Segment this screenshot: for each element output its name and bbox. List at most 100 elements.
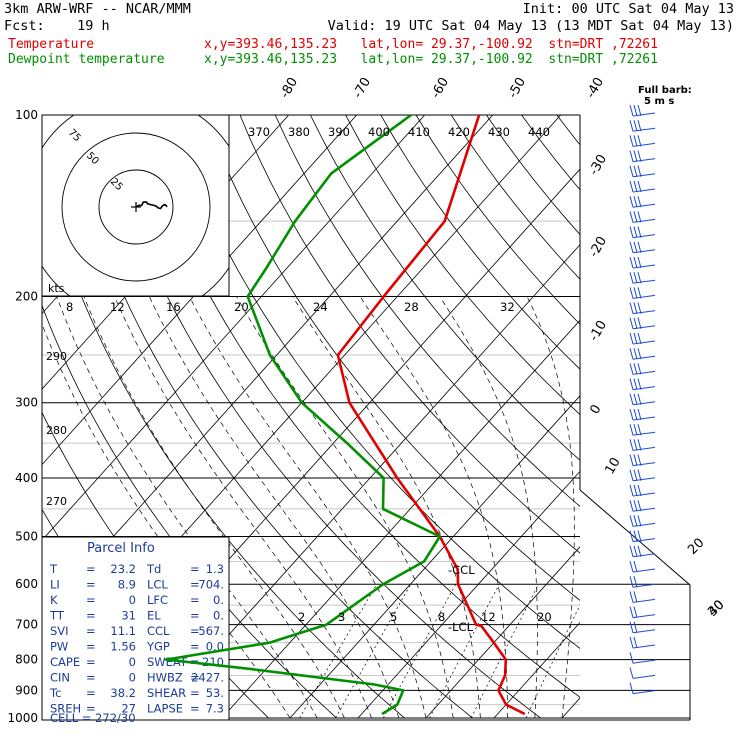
isotherm-label: 10 xyxy=(602,455,623,477)
wind-barb xyxy=(629,606,656,619)
wind-barb-flag xyxy=(629,591,634,603)
wind-barb-flag xyxy=(629,393,634,405)
dry-adiabat xyxy=(345,115,580,416)
wind-barb-flag xyxy=(633,576,638,588)
parcel-value: 27 xyxy=(121,702,136,716)
dry-adiabat xyxy=(698,115,740,718)
parcel-equals: = xyxy=(86,562,96,576)
wind-speed-label: 24 xyxy=(313,300,328,314)
sounding-profiles xyxy=(164,113,526,716)
parcel-key: LAPSE xyxy=(147,702,183,716)
parcel-key: CCL xyxy=(147,624,170,638)
wind-barb-flag xyxy=(633,545,638,557)
pressure-label: 800 xyxy=(15,653,38,667)
mixing-ratio-line xyxy=(299,584,378,719)
theta-label: 370 xyxy=(248,125,270,139)
wind-barb-flag xyxy=(633,302,638,314)
parcel-equals: = xyxy=(190,640,200,654)
wind-barb xyxy=(629,272,656,284)
wind-barb-flag xyxy=(633,439,638,451)
wind-barb-flag xyxy=(637,256,642,269)
wind-barb-flag xyxy=(637,196,642,208)
wind-barb xyxy=(629,287,656,299)
wind-barb xyxy=(629,393,656,406)
wind-barb-flag xyxy=(637,469,642,481)
wind-barb-flag xyxy=(637,180,642,193)
wind-barb-flag xyxy=(629,682,634,694)
wind-barb-flag xyxy=(633,272,638,284)
isotherm xyxy=(221,319,580,719)
parcel-value: 53. xyxy=(206,686,224,700)
wind-barb-flag xyxy=(633,241,638,253)
dry-adiabat xyxy=(733,115,740,718)
wind-barb-flag xyxy=(629,530,634,542)
pressure-label: 600 xyxy=(15,577,38,591)
wind-barb xyxy=(629,621,656,634)
isotherm-label: -20 xyxy=(586,234,610,260)
wind-barb xyxy=(629,120,656,132)
dry-adiabat xyxy=(310,115,580,461)
parcel-equals: = xyxy=(190,671,200,685)
wind-barb xyxy=(629,667,656,679)
wind-barb-flag xyxy=(633,332,638,345)
parcel-equals: = xyxy=(86,686,96,700)
model-title: 3km ARW-WRF -- NCAR/MMM xyxy=(4,1,191,17)
wind-barb-flag xyxy=(633,378,638,390)
dry-adiabat-label: 290 xyxy=(46,350,67,363)
parcel-value: 2427. xyxy=(191,671,224,685)
parcel-value: 0. xyxy=(213,593,224,607)
dry-adiabat xyxy=(169,115,580,649)
isotherm-label: 20 xyxy=(685,536,707,558)
hodograph-rings xyxy=(42,115,229,296)
theta-label: 380 xyxy=(288,125,310,139)
wind-barb xyxy=(629,241,656,254)
wind-barb xyxy=(629,560,656,573)
theta-label: 440 xyxy=(528,125,550,139)
barb-legend-title: Full barb: xyxy=(638,85,692,96)
wind-barb xyxy=(629,545,656,558)
parcel-value: 8.9 xyxy=(118,578,136,592)
temp-legend-info: x,y=393.46,135.23 lat,lon= 29.37,-100.92… xyxy=(204,37,658,52)
wind-barb-flag xyxy=(637,287,642,299)
wind-barb-flag xyxy=(637,363,642,375)
wind-barb-flag xyxy=(637,348,642,360)
wind-barb-flag xyxy=(633,454,638,466)
wind-barb xyxy=(629,469,656,482)
moist-adiabat xyxy=(236,296,454,719)
wind-barb-flag xyxy=(633,393,638,405)
wind-barb-flag xyxy=(629,165,634,177)
parcel-value: 38.2 xyxy=(110,686,136,700)
wind-barb xyxy=(629,226,656,239)
dew-legend-info: x,y=393.46,135.23 lat,lon= 29.37,-100.92… xyxy=(204,52,658,67)
wind-barb-flag xyxy=(637,165,642,177)
wind-barb xyxy=(629,408,656,421)
pressure-label: 1000 xyxy=(7,711,38,725)
dewpoint-trace xyxy=(164,113,442,716)
wind-barb xyxy=(629,591,656,603)
dew-legend-label: Dewpoint temperature xyxy=(8,52,165,67)
wind-barb xyxy=(629,439,656,451)
wind-barb-flag xyxy=(629,332,634,345)
parcel-key: HWBZ xyxy=(147,671,183,685)
wind-barb-flag xyxy=(633,500,638,512)
wind-barbs: Full barb:5 m s xyxy=(629,85,692,695)
parcel-equals: = xyxy=(190,624,200,638)
wind-barb xyxy=(629,211,656,223)
wind-barb xyxy=(629,196,656,208)
isotherm-label: -50 xyxy=(505,75,529,101)
wind-barb xyxy=(629,652,656,664)
wind-barb-flag xyxy=(633,256,638,269)
moist-adiabat xyxy=(189,296,427,719)
temperature-trace xyxy=(336,114,526,716)
wind-barb-flag xyxy=(633,424,638,436)
wind-barb-flag xyxy=(637,530,642,542)
wind-barb-flag xyxy=(637,150,642,162)
wind-barb-flag xyxy=(629,545,634,557)
wind-barb-staff xyxy=(632,674,656,679)
parcel-equals: = xyxy=(86,578,96,592)
isotherm-label: 40 xyxy=(705,598,727,620)
wind-barb xyxy=(629,180,656,193)
moist-adiabat xyxy=(359,296,508,718)
wind-barb-flag xyxy=(637,241,642,253)
pressure-label: 900 xyxy=(15,683,38,697)
